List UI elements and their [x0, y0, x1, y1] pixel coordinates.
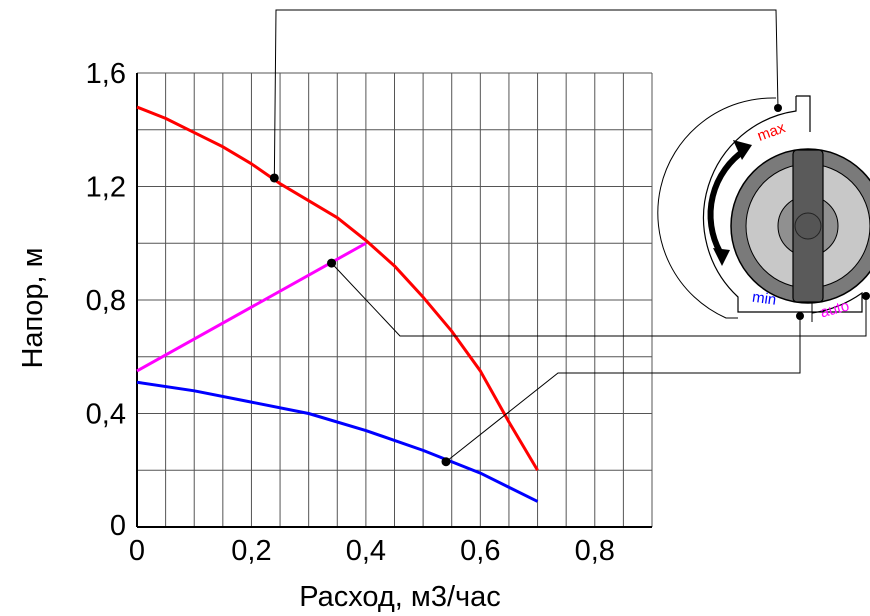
series-line-max	[136, 105, 539, 472]
chart-axes	[136, 73, 652, 528]
rotation-arrow-icon	[707, 147, 747, 254]
callout-lines	[273, 9, 867, 463]
chart-markers	[269, 173, 451, 467]
y-tick-label: 1,2	[86, 172, 126, 204]
y-tick-label: 1,6	[86, 58, 126, 90]
x-tick-label: 0,6	[460, 535, 500, 567]
knob-dot-auto	[862, 292, 870, 300]
x-tick-label: 0	[129, 535, 145, 567]
series-line-min	[136, 380, 539, 503]
arrow-head-down	[713, 248, 730, 266]
y-axis-label: Напор, м	[17, 247, 49, 368]
knob-scale-outline	[702, 95, 863, 314]
y-tick-label: 0,4	[86, 399, 126, 431]
x-tick-label: 0,8	[575, 535, 615, 567]
knob-center-hub	[794, 212, 822, 240]
y-tick-labels: 0 0,4 0,8 1,2 1,6	[86, 58, 126, 542]
marker-max	[269, 173, 279, 183]
y-tick-label: 0,8	[86, 285, 126, 317]
x-tick-label: 0,4	[346, 535, 386, 567]
knob-dot-max	[774, 104, 782, 112]
callout-line-max	[273, 9, 779, 178]
x-tick-label: 0,2	[231, 535, 271, 567]
callout-line-auto	[331, 262, 867, 337]
chart-grid	[136, 72, 653, 528]
callout-line-min	[445, 316, 801, 463]
knob-scale-arc	[657, 97, 777, 319]
arrow-head-up	[733, 140, 752, 160]
x-tick-labels: 0 0,2 0,4 0,6 0,8	[129, 535, 615, 567]
knob-dot-min	[796, 312, 804, 320]
marker-min	[441, 457, 451, 467]
speed-selector-knob[interactable]: max min auto	[657, 95, 870, 322]
knob-label-min: min	[751, 289, 777, 309]
knob-label-auto: auto	[819, 297, 852, 321]
marker-auto	[327, 258, 337, 268]
y-tick-label: 0	[110, 510, 126, 542]
x-axis-label: Расход, м3/час	[299, 581, 501, 613]
